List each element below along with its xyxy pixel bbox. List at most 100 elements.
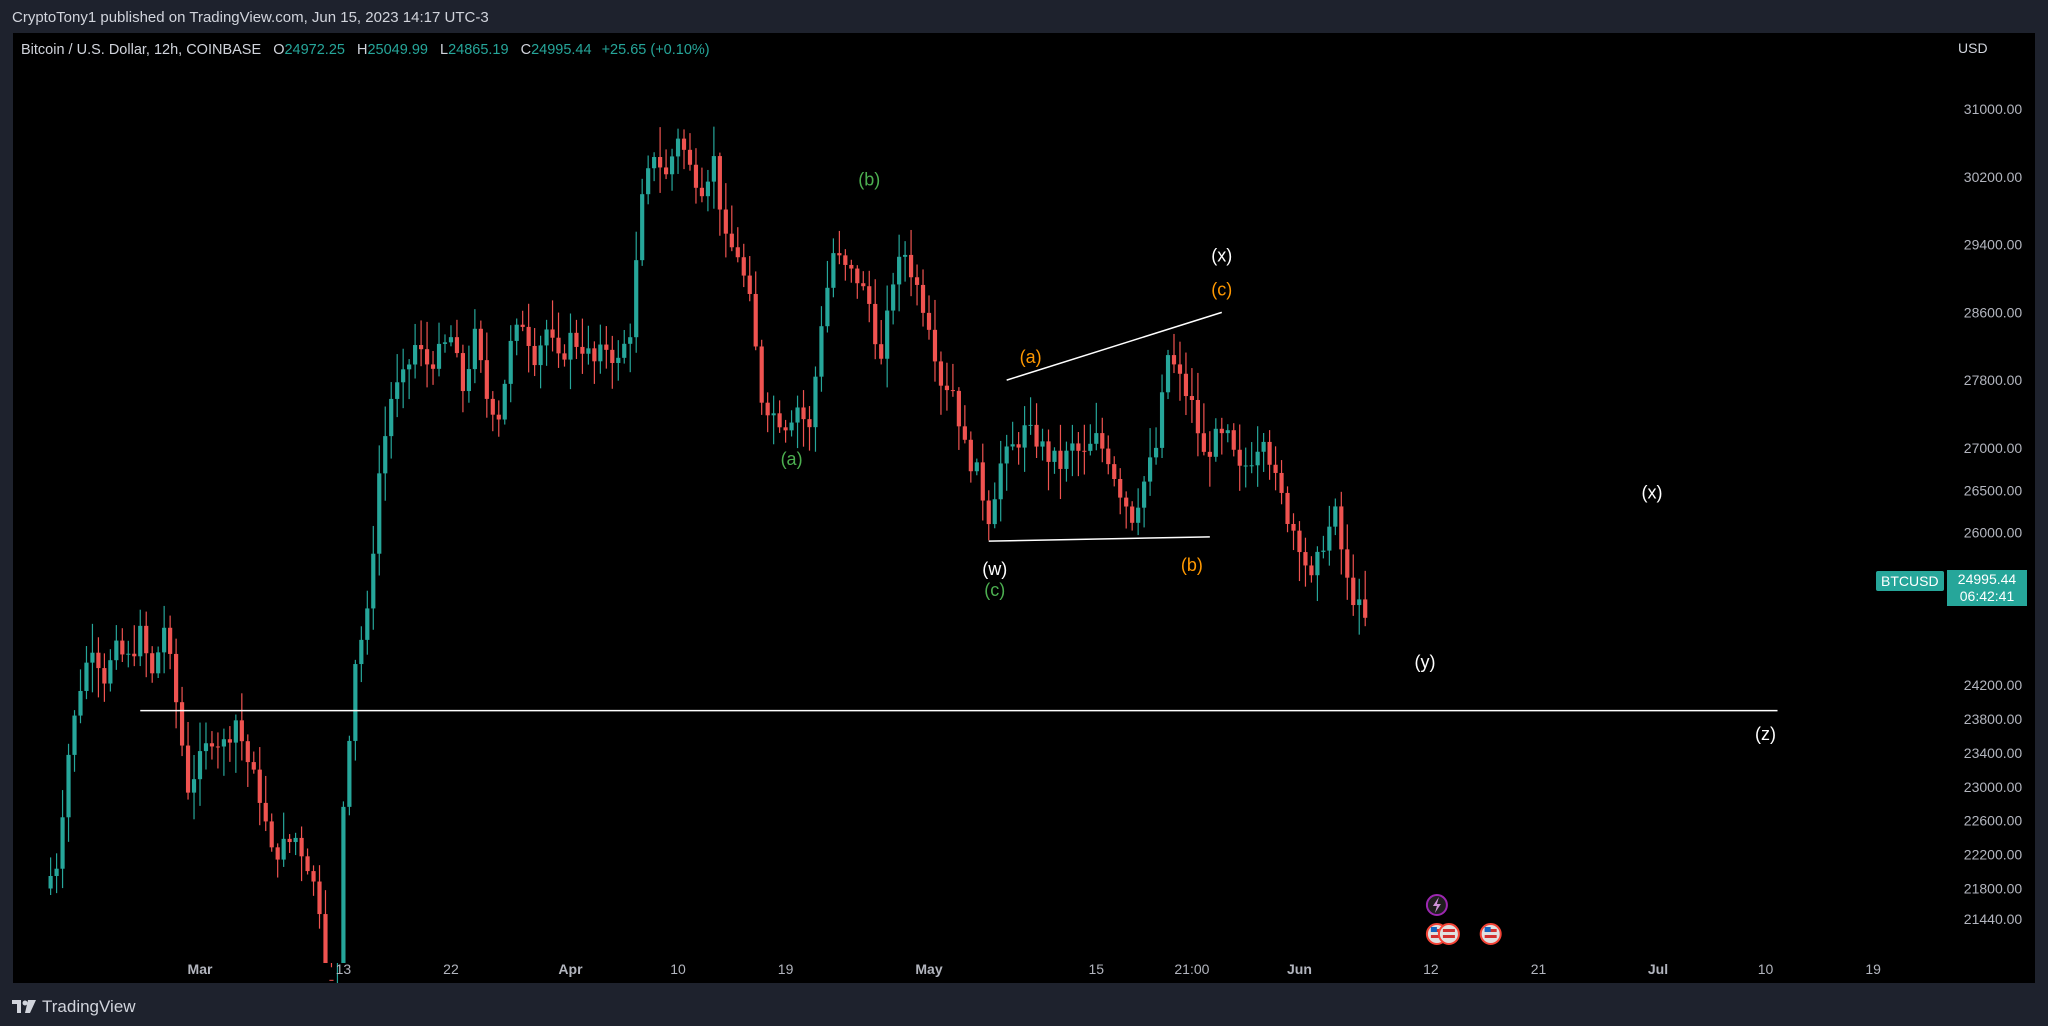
price-tick-label: 28600.00 — [1964, 304, 2023, 320]
candle-body — [472, 328, 477, 370]
candle-body — [592, 348, 597, 362]
candle-body — [1022, 425, 1027, 448]
candle-body — [341, 806, 346, 963]
time-axis: Mar 13 22 Apr 10 19 May 15 21:00 Jun 12 21 Jul 10 19 — [188, 961, 1882, 977]
candle-body — [1153, 447, 1159, 458]
price-tick-label: 30200.00 — [1964, 169, 2023, 185]
chart-area[interactable]: (a) (b) (c) (w) (a) (b) (c) (x) (y) (x) (z) 31000.… — [13, 33, 2035, 983]
time-tick-label: 22 — [443, 961, 459, 977]
candle-body — [586, 348, 591, 354]
candle-body — [359, 639, 364, 665]
candle-body — [454, 337, 460, 354]
candle-body — [861, 283, 866, 287]
candle-body — [54, 868, 59, 876]
time-tick-label: 13 — [336, 961, 352, 977]
candle-body — [132, 653, 137, 657]
candle-body — [908, 254, 914, 278]
candle-body — [1189, 396, 1195, 401]
candle-body — [580, 346, 585, 354]
candle-body — [687, 149, 693, 165]
candle-body — [323, 914, 328, 963]
candle-body — [723, 209, 728, 234]
currency-label[interactable]: USD — [1958, 40, 1988, 56]
candle-body — [974, 462, 979, 472]
symbol-title: Bitcoin / U.S. Dollar, 12h, COINBASE — [21, 42, 262, 58]
candle-body — [1363, 599, 1368, 618]
candle-body — [926, 312, 932, 330]
price-tick-label: 23800.00 — [1964, 711, 2023, 727]
wave-label: (a) — [1020, 347, 1042, 367]
candle-body — [1315, 551, 1320, 576]
candle-body — [1297, 530, 1302, 553]
candle-body — [729, 233, 734, 248]
candle-body — [168, 627, 173, 654]
candle-body — [1159, 392, 1165, 448]
candle-body — [377, 473, 382, 554]
candle-body — [1010, 444, 1015, 447]
candle-body — [610, 349, 615, 363]
bottom-bar: TradingView — [0, 985, 2048, 1026]
price-tick-label: 21800.00 — [1964, 880, 2023, 896]
candle-body — [48, 875, 53, 889]
candle-body — [962, 426, 967, 440]
candle-body — [174, 653, 179, 703]
candle-body — [1183, 373, 1189, 397]
candle-body — [1040, 441, 1045, 447]
wave-label: (z) — [1755, 724, 1776, 744]
candle-body — [185, 745, 191, 793]
candle-body — [998, 463, 1003, 500]
tradingview-logo[interactable]: TradingView — [12, 997, 136, 1017]
candle-body — [245, 741, 250, 763]
candle-body — [628, 337, 633, 344]
candle-body — [203, 743, 209, 752]
candle-body — [813, 376, 818, 428]
candle-body — [1231, 430, 1236, 450]
candle-body — [1201, 433, 1206, 452]
candle-body — [681, 138, 687, 150]
candle-body — [550, 329, 555, 338]
candles-group — [48, 126, 1368, 983]
candle-body — [514, 324, 519, 341]
candle-body — [598, 344, 603, 362]
candle-body — [646, 168, 651, 195]
time-tick-label: 10 — [670, 961, 686, 977]
candle-body — [239, 720, 244, 742]
candle-body — [914, 277, 920, 285]
candlestick-chart[interactable]: (a)(b)(c)(w)(a)(b)(c)(x)(y)(x)(z) 31000.… — [13, 33, 2035, 983]
candle-body — [508, 340, 513, 384]
time-tick-label: 19 — [778, 961, 794, 977]
candle-body — [831, 253, 836, 288]
candle-body — [96, 652, 101, 669]
candle-body — [663, 167, 669, 175]
candle-body — [138, 625, 143, 657]
time-tick-label: 15 — [1089, 961, 1105, 977]
candle-body — [317, 881, 322, 915]
candle-body — [496, 414, 501, 420]
candle-body — [903, 254, 908, 257]
candle-body — [263, 802, 268, 822]
change-value: +25.65 (+0.10%) — [601, 42, 710, 58]
open-value: 24972.25 — [284, 42, 345, 58]
candle-body — [658, 157, 663, 168]
candle-body — [879, 344, 884, 359]
candle-body — [1064, 450, 1069, 469]
candle-body — [1291, 523, 1296, 531]
wave-label: (a) — [781, 449, 803, 469]
candle-body — [442, 342, 448, 344]
candle-body — [1052, 450, 1057, 462]
candle-body — [1279, 472, 1284, 493]
trend-line — [988, 536, 1210, 542]
top-bar: CryptoTony1 published on TradingView.com… — [0, 0, 2048, 32]
candle-body — [66, 754, 71, 818]
candle-body — [855, 268, 860, 284]
candle-body — [1165, 355, 1171, 393]
close-label: C — [520, 42, 532, 58]
time-tick-label: May — [915, 961, 942, 977]
candle-body — [197, 751, 203, 780]
wave-label: (w) — [982, 559, 1007, 579]
candle-body — [562, 353, 567, 360]
price-tick-label: 26500.00 — [1964, 482, 2023, 498]
wave-label: (y) — [1414, 652, 1435, 672]
candle-body — [407, 364, 412, 370]
lightning-icon — [1425, 894, 1448, 916]
